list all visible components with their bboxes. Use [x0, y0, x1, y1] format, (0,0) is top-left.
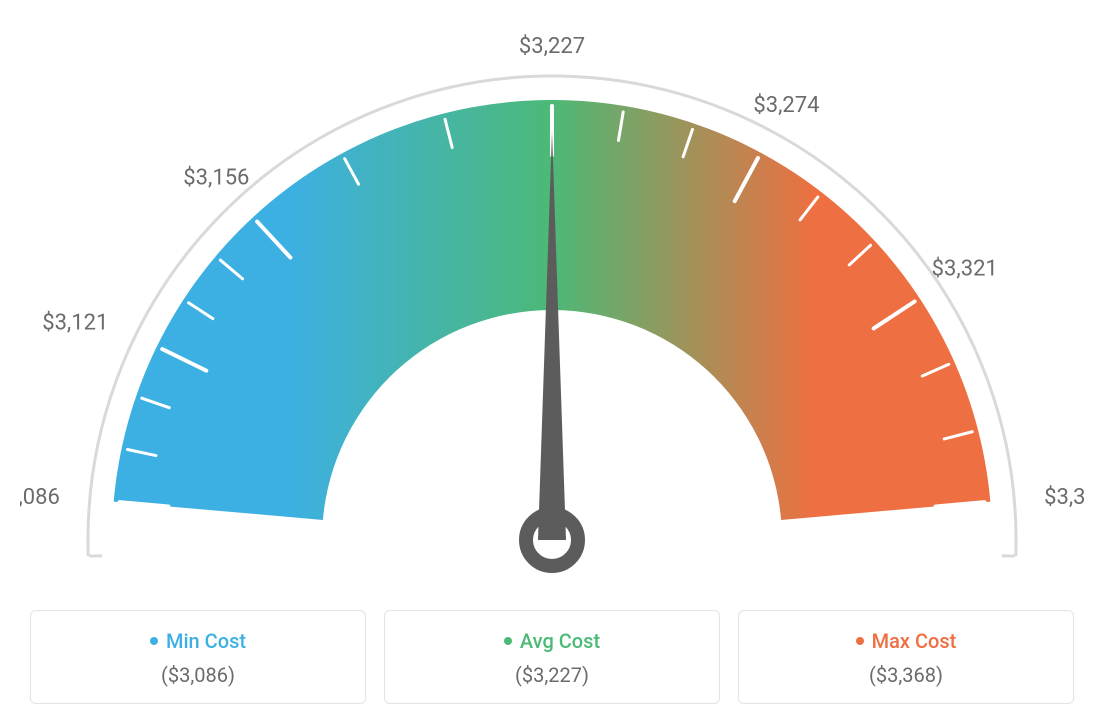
gauge-chart: $3,086 $3,121 $3,156 $3,227 $3,274 $3,321 $3,3…: [20, 20, 1084, 704]
gauge-tick-label: $3,368: [1044, 485, 1084, 510]
gauge-tick-label: $3,227: [519, 34, 585, 59]
gauge-tick-label: $3,321: [932, 257, 998, 282]
gauge-tick-label: $3,121: [42, 311, 108, 336]
legend-title-max: Max Cost: [856, 629, 957, 653]
gauge-tick-label: $3,086: [20, 485, 60, 510]
gauge-tick-label: $3,274: [753, 93, 819, 118]
gauge-svg: $3,086 $3,121 $3,156 $3,227 $3,274 $3,321 $3,3…: [20, 20, 1084, 580]
legend-title-avg: Avg Cost: [504, 629, 600, 653]
gauge-tick-label: $3,156: [183, 166, 249, 191]
legend-value-max: ($3,368): [759, 663, 1053, 687]
legend-title-min: Min Cost: [150, 629, 246, 653]
legend-value-avg: ($3,227): [405, 663, 699, 687]
legend-value-min: ($3,086): [51, 663, 345, 687]
